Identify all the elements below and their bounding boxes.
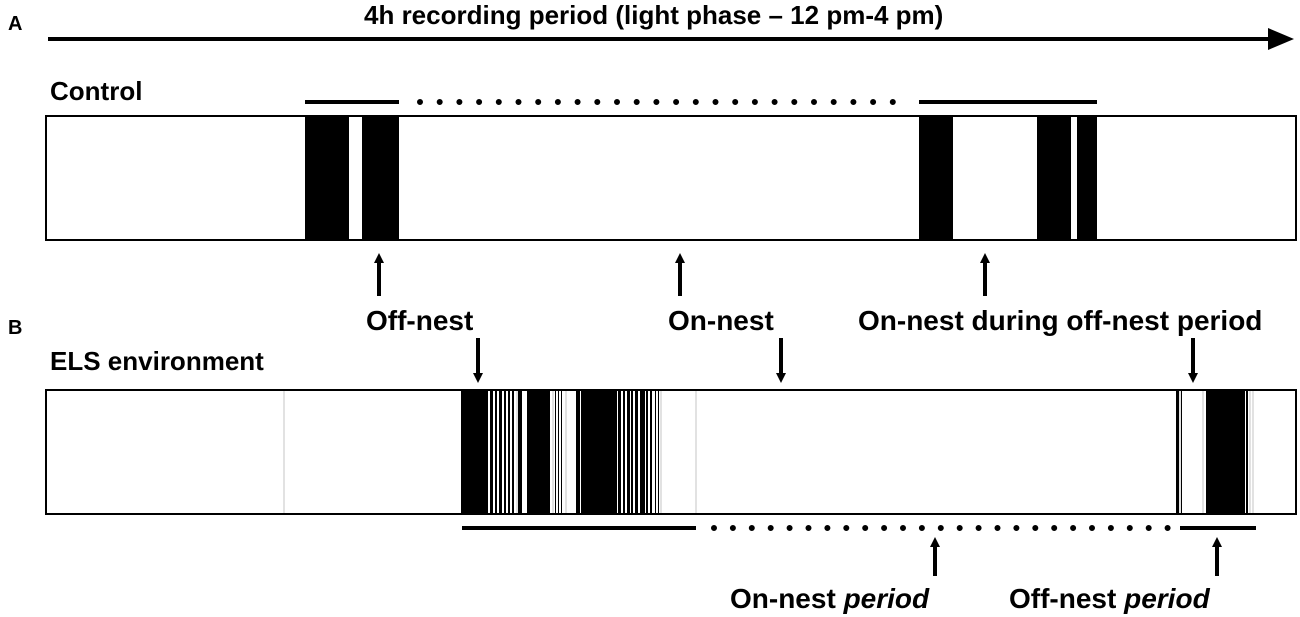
control-group-label: Control (50, 76, 143, 106)
panel-letter-b: B (8, 317, 23, 339)
els-off-bout-4 (499, 391, 502, 513)
els-off-bout-10 (555, 391, 556, 513)
els-off-bout-8 (518, 391, 522, 513)
els-off-bout-11 (558, 391, 559, 513)
control-off-bout-5 (1077, 117, 1097, 239)
els-group-label: ELS environment (50, 346, 264, 376)
els-off-bout-19 (635, 391, 638, 513)
panel-letter-a: A (8, 13, 23, 35)
els-off-bout-26 (1181, 391, 1182, 513)
els-off-bout-6 (508, 391, 510, 513)
on-nest-period-word: On-nest (730, 583, 844, 614)
els-raster (45, 389, 1297, 515)
control-off-bout-1 (305, 117, 349, 239)
control-off-bout-3 (919, 117, 953, 239)
on-nest-label: On-nest (668, 305, 774, 336)
els-off-bout-20 (640, 391, 645, 513)
els-off-bout-24 (658, 391, 659, 513)
els-raster-frame (45, 389, 1297, 515)
off-nest-period-italic: period (1124, 583, 1210, 614)
els-off-bout-27 (1206, 391, 1245, 513)
els-off-bout-23 (655, 391, 656, 513)
els-off-bout-15 (618, 391, 621, 513)
timeline-arrow (48, 28, 1294, 50)
control-raster-frame (45, 115, 1297, 241)
els-off-bout-13 (576, 391, 580, 513)
els-off-bout-3 (495, 391, 497, 513)
els-off-bout-16 (623, 391, 625, 513)
els-off-bout-25 (1176, 391, 1179, 513)
recording-period-title: 4h recording period (light phase – 12 pm… (364, 0, 944, 30)
els-off-bout-7 (512, 391, 514, 513)
on-nest-period-label: On-nest period (730, 585, 929, 613)
els-off-bout-21 (646, 391, 648, 513)
els-off-bout-14 (581, 391, 617, 513)
els-off-bout-9 (527, 391, 550, 513)
off-nest-label: Off-nest (366, 305, 474, 336)
off-nest-period-word: Off-nest (1009, 583, 1125, 614)
on-nest-period-italic: period (843, 583, 930, 614)
els-off-bout-1 (461, 391, 488, 513)
els-off-bout-17 (627, 391, 630, 513)
els-off-bout-18 (631, 391, 633, 513)
control-off-bout-4 (1037, 117, 1071, 239)
els-off-bout-5 (504, 391, 506, 513)
els-off-bout-12 (561, 391, 562, 513)
control-off-bout-2 (362, 117, 399, 239)
control-raster (45, 115, 1297, 241)
els-off-bout-22 (650, 391, 652, 513)
on-nest-during-off-nest-period-label: On-nest during off-nest period (858, 305, 1263, 336)
off-nest-period-label: Off-nest period (1009, 585, 1210, 613)
els-off-bout-2 (490, 391, 493, 513)
els-off-bout-28 (1246, 391, 1248, 513)
